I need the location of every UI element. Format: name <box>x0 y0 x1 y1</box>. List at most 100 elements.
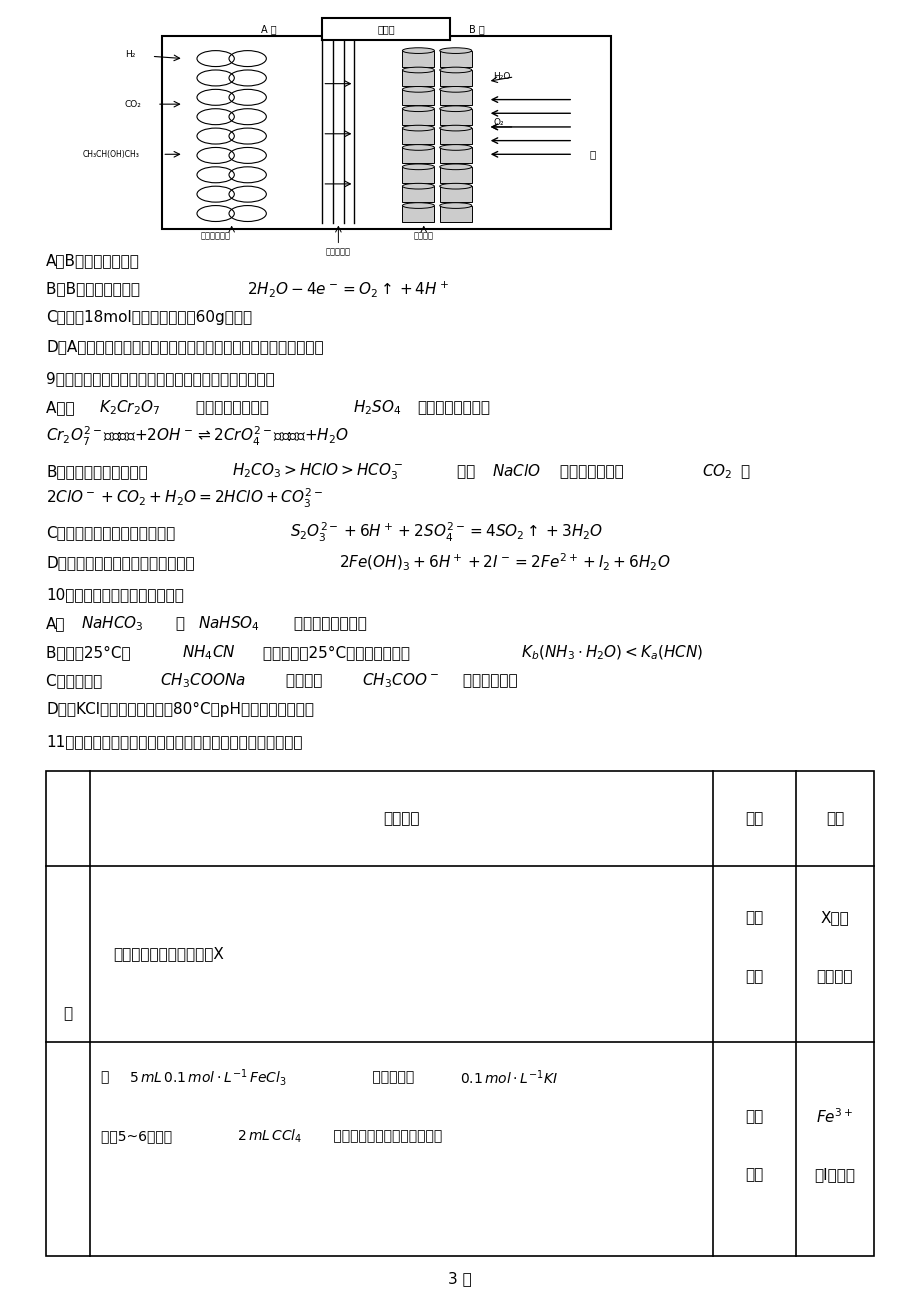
Ellipse shape <box>402 203 434 208</box>
Text: $2Fe(OH)_3 + 6H^+ + 2I^- = 2Fe^{2+} + I_2 + 6H_2O$: $2Fe(OH)_3 + 6H^+ + 2I^- = 2Fe^{2+} + I_… <box>338 552 669 573</box>
Ellipse shape <box>439 68 471 73</box>
Ellipse shape <box>439 86 471 92</box>
Text: 项: 项 <box>63 1006 73 1021</box>
Text: C．加水稀释: C．加水稀释 <box>46 673 107 689</box>
Ellipse shape <box>402 125 434 132</box>
Text: 用电器: 用电器 <box>377 23 395 34</box>
Bar <box>439 147 471 164</box>
Text: 溶液能使: 溶液能使 <box>280 673 326 689</box>
Text: A．B极是电池的负极: A．B极是电池的负极 <box>46 253 140 268</box>
Text: H₂O: H₂O <box>493 73 510 81</box>
Text: $K_2Cr_2O_7$: $K_2Cr_2O_7$ <box>99 398 161 417</box>
Text: ，向: ，向 <box>457 464 480 479</box>
Text: CH₃CH(OH)CH₃: CH₃CH(OH)CH₃ <box>82 150 139 159</box>
Text: A．向: A．向 <box>46 400 79 415</box>
Text: CO₂: CO₂ <box>125 100 142 108</box>
Text: $CO_2$: $CO_2$ <box>701 462 732 480</box>
Text: 是浓盐酸: 是浓盐酸 <box>816 970 852 984</box>
Ellipse shape <box>402 86 434 92</box>
Text: C．转移18mol电子，一定生成60g异丙醇: C．转移18mol电子，一定生成60g异丙醇 <box>46 310 252 326</box>
Text: $2ClO^- + CO_2 + H_2O = 2HClO + CO_3^{2-}$: $2ClO^- + CO_2 + H_2O = 2HClO + CO_3^{2-… <box>46 487 323 510</box>
Bar <box>46 771 873 1256</box>
Text: B．已知电离平衡常数：: B．已知电离平衡常数： <box>46 464 148 479</box>
Bar <box>402 51 434 66</box>
Text: O₂: O₂ <box>493 118 504 126</box>
Ellipse shape <box>402 68 434 73</box>
Text: 溶液: 溶液 <box>744 1109 763 1124</box>
Text: $Cr_2O_7^{2-}$（橙色）$+ 2OH^- \rightleftharpoons 2CrO_4^{2-}$（黄色）$+ H_2O$: $Cr_2O_7^{2-}$（橙色）$+ 2OH^- \rightlefthar… <box>46 424 348 448</box>
Text: 11．根据下列实验操作和现象所得到的结论正确的是（　　）: 11．根据下列实验操作和现象所得到的结论正确的是（ ） <box>46 734 302 750</box>
Text: B 极: B 极 <box>469 23 484 34</box>
Text: 光催化剂: 光催化剂 <box>414 232 433 241</box>
Text: 与I的反应: 与I的反应 <box>813 1168 855 1182</box>
Bar <box>439 206 471 221</box>
Text: 结论: 结论 <box>825 811 843 825</box>
Ellipse shape <box>439 105 471 112</box>
Bar <box>402 109 434 125</box>
Text: 现象: 现象 <box>744 811 763 825</box>
Text: $2\,mL\,CCl_4$: $2\,mL\,CCl_4$ <box>237 1128 302 1144</box>
Ellipse shape <box>439 203 471 208</box>
Bar <box>439 128 471 145</box>
Ellipse shape <box>439 145 471 150</box>
Text: A 极: A 极 <box>261 23 277 34</box>
Text: 都能促进水的电离: 都能促进水的电离 <box>289 616 367 631</box>
Bar <box>402 70 434 86</box>
Text: $0.1\,mol\cdot L^{-1}KI$: $0.1\,mol\cdot L^{-1}KI$ <box>460 1068 558 1087</box>
Ellipse shape <box>439 184 471 189</box>
Bar <box>402 206 434 221</box>
Text: 产生: 产生 <box>744 910 763 924</box>
Text: H₂: H₂ <box>125 49 135 59</box>
Text: 显碱性，则25°C时的电离常数：: 显碱性，则25°C时的电离常数： <box>257 644 409 660</box>
Text: 实验操作: 实验操作 <box>383 811 419 825</box>
Bar <box>402 128 434 145</box>
Ellipse shape <box>439 164 471 169</box>
Text: 质子交换膜: 质子交换膜 <box>325 247 350 256</box>
Bar <box>402 90 434 105</box>
Text: 蘸有浓氨水的玻璃棒靠近X: 蘸有浓氨水的玻璃棒靠近X <box>113 947 224 961</box>
Bar <box>322 17 450 40</box>
Bar <box>439 186 471 202</box>
Bar <box>439 167 471 182</box>
Ellipse shape <box>402 105 434 112</box>
Bar <box>402 167 434 182</box>
Text: B．已知25°C时: B．已知25°C时 <box>46 644 135 660</box>
Text: 光: 光 <box>588 150 595 159</box>
Bar <box>402 147 434 164</box>
Text: 水解程度增大: 水解程度增大 <box>458 673 517 689</box>
Bar <box>402 186 434 202</box>
Text: 溶液中滴入: 溶液中滴入 <box>368 1070 418 1085</box>
Text: $NH_4CN$: $NH_4CN$ <box>182 643 235 661</box>
Text: 向: 向 <box>101 1070 114 1085</box>
Text: A．: A． <box>46 616 65 631</box>
Text: 9．下列离子方程式与所述事实相符且正确的是（　　）: 9．下列离子方程式与所述事实相符且正确的是（ ） <box>46 371 275 387</box>
Text: D．A极选用高活性和高选择性的电化学催化剂能有效抑制析氢反应: D．A极选用高活性和高选择性的电化学催化剂能有效抑制析氢反应 <box>46 339 323 354</box>
Text: $S_2O_3^{2-} + 6H^+ + 2SO_4^{2-} = 4SO_2\uparrow + 3H_2O$: $S_2O_3^{2-} + 6H^+ + 2SO_4^{2-} = 4SO_2… <box>289 521 602 544</box>
Text: $NaHSO_4$: $NaHSO_4$ <box>198 615 259 633</box>
Text: D．将KCl溶液从常温加热至80°C，pH变小，溶液呈酸性: D．将KCl溶液从常温加热至80°C，pH变小，溶液呈酸性 <box>46 702 313 717</box>
Text: X一定: X一定 <box>820 910 848 924</box>
Text: 溶液中通入少量: 溶液中通入少量 <box>554 464 628 479</box>
Text: $CH_3COO^-$: $CH_3COO^-$ <box>361 672 438 690</box>
Bar <box>439 109 471 125</box>
Text: $CH_3COONa$: $CH_3COONa$ <box>160 672 245 690</box>
Ellipse shape <box>402 48 434 53</box>
Text: 振荡，静置后取上层清液滴加: 振荡，静置后取上层清液滴加 <box>329 1129 442 1143</box>
Text: 溶液中滴加少量浓: 溶液中滴加少量浓 <box>191 400 274 415</box>
Text: 3 页: 3 页 <box>448 1271 471 1286</box>
Text: 10．下列说法正确的是（　　）: 10．下列说法正确的是（ ） <box>46 587 184 603</box>
Text: 电化学催化剂: 电化学催化剂 <box>200 232 231 241</box>
Text: $5\,mL\,0.1\,mol\cdot L^{-1}\,FeCl_3$: $5\,mL\,0.1\,mol\cdot L^{-1}\,FeCl_3$ <box>129 1066 286 1088</box>
Bar <box>439 51 471 66</box>
Ellipse shape <box>402 184 434 189</box>
Text: 溶液5~6滴，加: 溶液5~6滴，加 <box>101 1129 176 1143</box>
Text: 变红: 变红 <box>744 1168 763 1182</box>
Bar <box>439 70 471 86</box>
Text: 和: 和 <box>171 616 190 631</box>
Text: $2H_2O - 4e^- = O_2\uparrow + 4H^+$: $2H_2O - 4e^- = O_2\uparrow + 4H^+$ <box>246 279 448 299</box>
Text: ，溶液橙色加深：: ，溶液橙色加深： <box>417 400 490 415</box>
Bar <box>439 90 471 105</box>
Text: ：: ： <box>740 464 749 479</box>
Ellipse shape <box>402 164 434 169</box>
Text: $H_2SO_4$: $H_2SO_4$ <box>353 398 402 417</box>
